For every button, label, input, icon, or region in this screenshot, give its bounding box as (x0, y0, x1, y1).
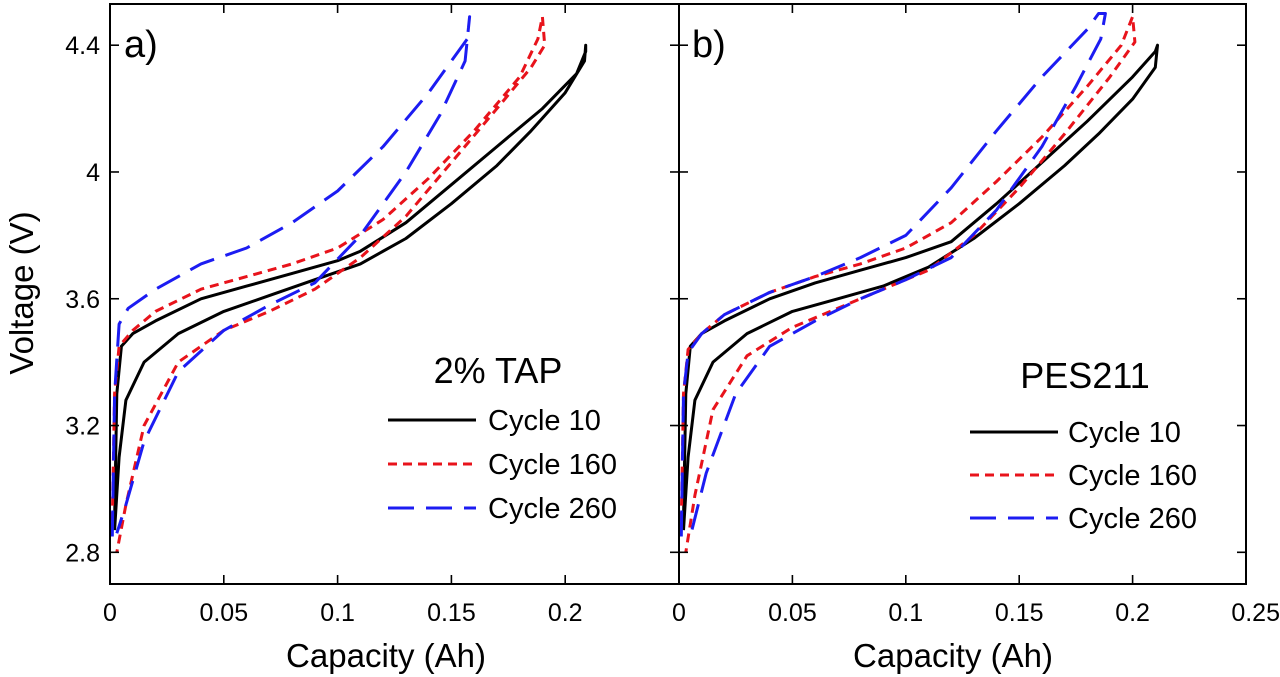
legend-label: Cycle 260 (488, 493, 617, 525)
y-tick-label: 4 (86, 159, 100, 187)
y-axis-label: Voltage (V) (3, 211, 40, 374)
panel-a-series-cycle-160 (110, 15, 547, 553)
panel-b-legend: Cycle 10 Cycle 160 Cycle 260 (970, 417, 1197, 535)
panel-b: 0 0.05 0.1 0.15 0.2 0.25 b) PES211 Cycle 10Cy… (672, 3, 1280, 674)
legend-label: Cycle 10 (488, 405, 601, 437)
panel-a: 2.83.23.644.4 0 0.05 0.1 0.15 0.2 a) 2% TAP … (65, 3, 680, 674)
x-tick-label: 0.2 (1115, 599, 1150, 627)
panel-b-series-cycle-160 (679, 15, 1137, 553)
x-tick-label: 0.25 (1231, 599, 1280, 627)
panel-a-curves (110, 15, 588, 553)
y-tick-label: 3.6 (65, 286, 100, 314)
x-tick-label: 0.15 (427, 599, 476, 627)
panel-a-label: a) (124, 24, 158, 66)
legend-label: Cycle 260 (1068, 503, 1197, 535)
panel-a-legend: Cycle 10 Cycle 160 Cycle 260 (388, 405, 617, 525)
x-tick-label: 0.05 (768, 599, 817, 627)
panel-a-y-ticks: 2.8 3.2 3.6 4 4.4 (65, 32, 679, 567)
panel-a-legend-title: 2% TAP (434, 350, 563, 391)
panel-a-series-cycle-10 (113, 43, 588, 531)
y-tick-label: 3.2 (65, 413, 100, 441)
panel-b-x-ticks: 0 0.05 0.1 0.15 0.2 0.25 (672, 4, 1280, 627)
x-tick-label: 0 (103, 599, 117, 627)
x-tick-label: 0 (672, 599, 686, 627)
panel-a-series-cycle-260 (110, 15, 472, 537)
x-tick-label: 0.1 (888, 599, 923, 627)
panel-b-plot-frame (678, 3, 1247, 585)
y-tick-label: 2.8 (65, 539, 100, 567)
x-tick-label: 0.15 (995, 599, 1044, 627)
panel-a-x-ticks: 0 0.05 0.1 0.15 0.2 (103, 4, 583, 627)
panel-b-curves (679, 12, 1159, 553)
panel-b-x-axis-label: Capacity (Ah) (853, 637, 1053, 674)
panel-b-legend-title: PES211 (1020, 355, 1149, 396)
panel-b-label: b) (692, 24, 726, 66)
legend-label: Cycle 160 (488, 449, 617, 481)
x-tick-label: 0.1 (320, 599, 355, 627)
x-tick-label: 0.05 (199, 599, 248, 627)
panel-b-series-cycle-10 (682, 43, 1159, 531)
y-tick-label: 4.4 (65, 32, 100, 60)
panel-b-series-cycle-260 (679, 12, 1107, 537)
panel-b-y-ticks (679, 44, 1246, 554)
legend-label: Cycle 160 (1068, 460, 1197, 492)
panel-a-x-axis-label: Capacity (Ah) (286, 637, 486, 674)
x-tick-label: 0.2 (548, 599, 583, 627)
legend-label: Cycle 10 (1068, 417, 1181, 449)
